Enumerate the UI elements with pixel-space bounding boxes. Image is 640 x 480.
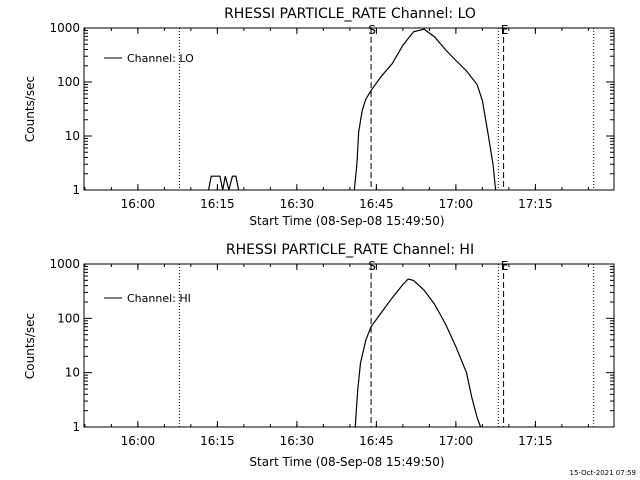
x-tick-label: 16:15 <box>200 434 235 448</box>
x-tick-label: 16:00 <box>121 434 156 448</box>
y-tick-label: 100 <box>57 311 80 325</box>
plot-frame <box>83 263 615 428</box>
y-tick-label: 10 <box>65 129 80 143</box>
end-marker-label: E <box>501 23 509 37</box>
y-tick-label: 1 <box>72 183 80 197</box>
x-tick-label: 16:00 <box>121 197 156 211</box>
x-tick-label: 16:45 <box>359 197 394 211</box>
y-axis-label: Counts/sec <box>23 76 37 142</box>
series-line <box>208 28 497 191</box>
x-tick-label: 16:45 <box>359 434 394 448</box>
end-marker-label: E <box>501 259 509 273</box>
y-tick-label: 1000 <box>49 257 80 271</box>
series-line <box>354 278 482 428</box>
x-tick-label: 17:15 <box>518 434 553 448</box>
timestamp-footer: 15-Oct-2021 07:59 <box>570 469 636 477</box>
y-tick-label: 1000 <box>49 21 80 35</box>
x-axis-label: Start Time (08-Sep-08 15:49:50) <box>249 214 444 228</box>
chart-marks: 16:00 16:15 16:30 16:45 17:00 17:15 1 10 100 1000… <box>49 21 614 211</box>
y-tick-label: 100 <box>57 75 80 89</box>
chart-title: RHESSI PARTICLE_RATE Channel: LO <box>224 6 476 22</box>
y-tick-label: 1 <box>72 420 80 434</box>
chart-title: RHESSI PARTICLE_RATE Channel: HI <box>226 242 474 258</box>
chart-panel-hi: RHESSI PARTICLE_RATE Channel: HI Counts/… <box>23 242 615 469</box>
y-tick-label: 10 <box>65 366 80 380</box>
x-tick-label: 17:00 <box>439 197 474 211</box>
plot-frame <box>83 27 615 191</box>
legend-label: Channel: HI <box>127 292 191 305</box>
chart-marks: 16:00 16:15 16:30 16:45 17:00 17:15 1 10 100 1000… <box>49 257 614 448</box>
start-marker-label: S <box>368 23 376 37</box>
x-tick-label: 17:15 <box>518 197 553 211</box>
start-marker-label: S <box>368 259 376 273</box>
legend-label: Channel: LO <box>127 52 194 65</box>
x-tick-label: 16:15 <box>200 197 235 211</box>
x-axis-label: Start Time (08-Sep-08 15:49:50) <box>249 455 444 469</box>
x-tick-label: 17:00 <box>439 434 474 448</box>
chart-panel-lo: RHESSI PARTICLE_RATE Channel: LO Counts/… <box>23 6 615 228</box>
x-tick-label: 16:30 <box>280 197 315 211</box>
x-tick-label: 16:30 <box>280 434 315 448</box>
y-axis-label: Counts/sec <box>23 313 37 379</box>
